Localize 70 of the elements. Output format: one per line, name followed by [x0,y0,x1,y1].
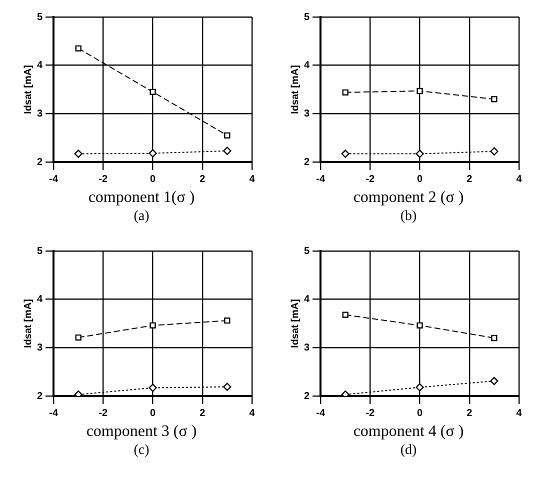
x-axis-title: component 1(σ ) [88,188,195,208]
y-tick-label: 5 [304,12,310,23]
point [74,45,81,52]
y-tick-label: 2 [36,156,42,168]
y-axis-title: Idsat [mA] [22,299,34,348]
x-tick-label: -2 [98,408,108,419]
x-tick-label: -4 [48,408,58,419]
x-tick-label: -2 [98,174,108,185]
point [149,88,156,95]
x-tick-label: 4 [516,174,522,185]
point [490,96,497,102]
x-tick-label: 0 [416,174,422,185]
y-axis-title: Idsat [mA] [289,299,300,348]
y-tick-label: 4 [36,60,42,72]
x-axis-title: component 2 (σ ) [353,188,464,208]
y-tick-label: 4 [304,294,310,306]
y-axis-title: Idsat [mA] [22,65,34,114]
y-tick-label: 3 [36,342,42,354]
x-tick-label: -2 [365,174,375,185]
point [416,322,422,329]
point [148,384,156,392]
x-tick-label: 2 [199,408,206,419]
y-tick-label: 5 [304,246,310,257]
x-tick-label: 4 [516,408,522,419]
point [340,150,349,158]
point [415,150,424,158]
y-tick-label: 3 [304,342,310,354]
x-tick-label: 2 [466,174,472,185]
point [342,89,348,96]
point [342,312,348,318]
y-tick-label: 2 [304,156,310,168]
point [224,318,230,324]
text: (b) [400,208,417,225]
x-axis-title: component 3 (σ ) [86,422,197,442]
y-axis-title: Idsat [mA] [289,65,300,114]
y-tick-label: 2 [36,390,42,402]
x-tick-label: 0 [150,408,156,419]
x-tick-label: 2 [199,174,206,185]
x-tick-label: 4 [248,408,255,419]
text: (d) [400,442,417,459]
x-tick-label: 4 [248,174,255,185]
x-tick-label: -4 [316,174,325,185]
y-tick-label: 5 [36,246,42,257]
x-axis-title: component 4 (σ ) [353,422,464,442]
point [490,147,498,156]
text: (c) [134,442,150,459]
point [490,376,498,386]
point [490,334,497,342]
y-tick-label: 4 [304,60,310,72]
point [222,382,231,391]
y-tick-label: 2 [304,390,310,402]
x-tick-label: -4 [48,174,58,185]
y-tick-label: 3 [36,108,42,120]
text: (a) [134,208,150,225]
point [148,149,156,158]
point [74,150,82,158]
x-tick-label: 0 [416,408,422,419]
point [222,146,231,155]
x-tick-label: -4 [316,408,325,419]
x-tick-label: -2 [365,408,375,419]
point [149,322,156,329]
point [416,88,422,94]
x-tick-label: 2 [466,408,472,419]
point [415,383,424,392]
point [224,132,230,138]
y-tick-label: 4 [36,294,42,306]
point [74,334,81,341]
y-tick-label: 3 [304,108,310,120]
x-tick-label: 0 [150,174,156,185]
y-tick-label: 5 [36,12,42,23]
